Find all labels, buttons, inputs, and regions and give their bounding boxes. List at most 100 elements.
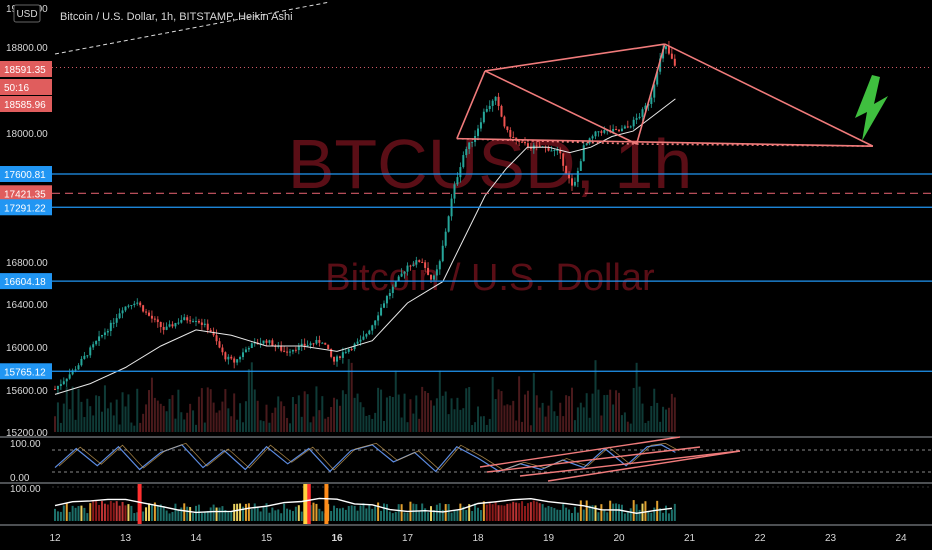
candle-body [538, 145, 541, 148]
volume-bar [153, 397, 156, 432]
oscillator-bar [447, 503, 450, 521]
oscillator-bar [626, 512, 629, 521]
time-axis[interactable]: 12 13 14 15 16 17 18 19 20 21 22 23 24 [49, 533, 907, 544]
oscillator-bar [203, 512, 206, 521]
candle-body [456, 177, 459, 185]
oscillator-bar [215, 507, 218, 521]
volume-bar [356, 393, 359, 432]
volume-bar [662, 406, 665, 432]
oscillator-bar [165, 510, 168, 521]
candle-body [547, 146, 550, 151]
candle-body [618, 129, 620, 132]
volume-bar [453, 409, 456, 432]
candle-body [224, 352, 227, 360]
volume-bar [488, 418, 491, 432]
oscillator-bar [124, 505, 127, 521]
volume-bar [568, 396, 571, 432]
watermark-name: Bitcoin / U.S. Dollar [325, 257, 655, 299]
candle-body [153, 318, 156, 320]
volume-bar [421, 386, 424, 432]
oscillator-bar [474, 503, 477, 521]
candle-body [585, 143, 588, 146]
oscillator-bar [206, 510, 209, 521]
candle-body [488, 105, 491, 109]
horizontal-levels [0, 67, 932, 372]
currency-button[interactable] [13, 4, 41, 23]
candle-body [623, 126, 626, 129]
time-axis-label: 15 [261, 533, 273, 544]
oscillator-bar [271, 507, 274, 521]
price-tag-label: 18591.35 [4, 65, 46, 76]
volume-bar [324, 418, 327, 432]
pattern-leg-bc [635, 43, 666, 145]
volume-bar [62, 403, 65, 432]
volume-bar [415, 395, 418, 432]
candle-body [412, 264, 415, 266]
oscillator-bar [250, 509, 253, 521]
oscillator-bar [344, 509, 347, 521]
oscillator-bar [441, 509, 444, 521]
oscillator-bar [653, 507, 656, 521]
candle-body [206, 323, 209, 330]
oscillator-bar [115, 501, 118, 521]
candle-body [659, 58, 662, 72]
volume-bar [294, 404, 297, 432]
candle-body [347, 349, 350, 352]
volume-bar [148, 390, 150, 432]
volume-bar [321, 396, 324, 432]
volume-bar [124, 406, 127, 432]
candle-body [54, 389, 56, 391]
volume-bar [509, 405, 512, 432]
oscillator-bar [576, 512, 579, 521]
volume-bar [500, 391, 503, 432]
oscillator-bar [101, 501, 103, 521]
volume-bar [115, 399, 118, 432]
volume-bar [195, 424, 197, 432]
oscillator-bar [336, 508, 338, 521]
volume-bar [186, 412, 189, 432]
oscillator-bar [371, 508, 374, 521]
candle-body [215, 335, 218, 342]
volume-bar [286, 417, 289, 432]
oscillator-bar [412, 503, 415, 521]
volume-bar [609, 389, 612, 432]
volume-bar [336, 399, 338, 432]
candle-body [430, 274, 432, 280]
volume-bar [524, 394, 526, 432]
candle-body [192, 321, 195, 323]
oscillator-bar [121, 501, 124, 521]
oscillator-bar [236, 503, 239, 521]
volume-bar [518, 376, 521, 432]
volume-bar [206, 387, 209, 432]
oscillator-bar [62, 505, 65, 521]
candle-body [89, 347, 92, 356]
oscillator-bar [212, 504, 215, 521]
candle-body [338, 356, 341, 358]
candle-body [632, 119, 635, 127]
candle-body [521, 141, 524, 143]
volume-bar [538, 407, 541, 432]
volume-bar [159, 403, 162, 432]
volume-bar [300, 416, 303, 432]
oscillator-bar [488, 502, 491, 521]
oscillator-bar [659, 508, 662, 521]
oscillator-bar [153, 502, 156, 521]
volume-bar [477, 406, 479, 432]
volume-bar [465, 388, 468, 432]
candle-body [324, 342, 327, 345]
candle-body [550, 150, 553, 152]
volume-bar [168, 398, 171, 432]
volume-bar [462, 408, 465, 432]
oscillator-bar [168, 513, 171, 521]
volume-bar [474, 422, 477, 432]
time-axis-label: 19 [543, 533, 555, 544]
candle-body [333, 356, 336, 362]
oscillator-bar [283, 503, 286, 521]
volume-bar [571, 387, 573, 432]
volume-bar [638, 386, 641, 432]
price-tag-label: 17291.22 [4, 203, 46, 214]
volume-bar [515, 420, 518, 432]
oscillator-bar [297, 505, 300, 521]
candle-body [101, 335, 103, 337]
